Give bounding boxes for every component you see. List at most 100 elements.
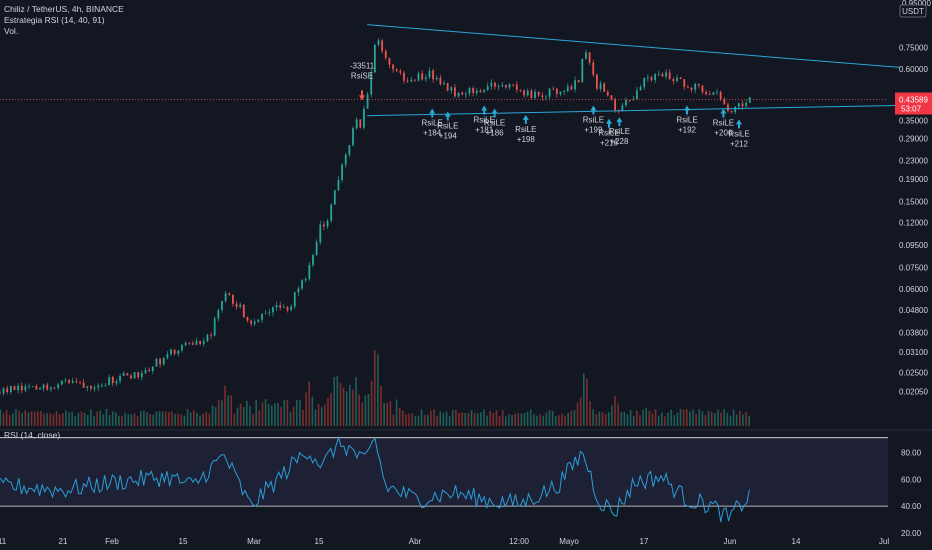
candle [213, 318, 216, 336]
volume-bar [626, 414, 629, 426]
volume-bar [720, 412, 722, 426]
candle [221, 300, 223, 311]
price-tick-label: 0.75000 [899, 44, 928, 53]
price-tick-label: 0.12000 [899, 219, 928, 228]
volume-bar [629, 410, 632, 426]
signal-label: RsiLE [474, 116, 495, 125]
volume-bar [108, 415, 111, 426]
volume-bar [483, 409, 485, 426]
volume-bar [299, 400, 301, 426]
signal-label: +186 [486, 129, 505, 138]
volume-bar [439, 411, 442, 426]
candle [599, 83, 602, 89]
candle [512, 84, 515, 86]
signal-label: RsiSE [351, 71, 373, 80]
candle [439, 77, 442, 85]
volume-bar [174, 414, 176, 426]
time-tick-label: Mar [247, 537, 261, 546]
volume-bar [52, 414, 55, 426]
volume-bar [373, 350, 376, 426]
volume-bar [455, 409, 457, 426]
volume-bar [548, 410, 551, 426]
volume-bar [445, 411, 448, 426]
volume-bar [327, 397, 329, 426]
candle [625, 100, 627, 106]
volume-bar [280, 406, 282, 426]
volume-bar [133, 413, 136, 426]
candle [534, 91, 536, 98]
candle [111, 377, 114, 384]
volume-bar [155, 411, 158, 426]
candle [239, 304, 242, 308]
candle [363, 108, 365, 128]
signal-label: +194 [439, 132, 458, 141]
candle [253, 321, 256, 324]
candle [202, 341, 205, 344]
volume-bar [233, 413, 236, 426]
volume-bar [701, 411, 704, 426]
volume-bar [33, 412, 36, 426]
signal-arrow-long [522, 114, 529, 124]
volume-bar [386, 402, 389, 426]
candle [435, 77, 438, 80]
signal-label: RsiLE [422, 119, 443, 128]
volume-bar [492, 412, 495, 426]
volume-bar [71, 411, 73, 426]
candle [151, 366, 154, 372]
candle [486, 86, 489, 91]
candle [6, 388, 9, 393]
volume-bar [345, 391, 348, 426]
candle [654, 74, 657, 81]
volume-bar [189, 412, 192, 426]
volume-bar [707, 411, 710, 426]
candle [566, 86, 569, 92]
volume-bar [623, 411, 626, 426]
volume-bar [277, 402, 279, 426]
volume-bar [121, 415, 123, 426]
candle [304, 279, 307, 281]
price-tick-label: 0.60000 [899, 65, 928, 74]
signal-label: RsiLE [676, 116, 697, 125]
candle [745, 102, 748, 107]
volume-bar [18, 410, 20, 426]
candle [224, 293, 227, 301]
volume-bar [501, 410, 504, 426]
signal-label: RsiLE [609, 127, 630, 136]
rsi-tick-label: 80.00 [901, 448, 922, 457]
volume-bar [558, 415, 560, 426]
volume-bar [589, 400, 591, 426]
candle [679, 77, 682, 80]
volume-bar [342, 387, 345, 426]
candle [523, 90, 525, 96]
volume-bar [654, 409, 657, 426]
candle [694, 83, 697, 90]
volume-bar [433, 409, 435, 426]
volume-bar [430, 410, 432, 426]
candle [9, 386, 12, 393]
signal-label: RsiLE [583, 116, 604, 125]
candle [526, 90, 529, 96]
volume-bar [657, 415, 660, 426]
volume-bar [489, 411, 491, 426]
candle [28, 386, 30, 387]
volume-bar [308, 381, 311, 426]
candle [282, 306, 285, 308]
volume-bar [436, 415, 438, 426]
time-tick-label: Abr [409, 537, 422, 546]
candle [497, 86, 500, 87]
volume-bar [127, 414, 130, 426]
candle [242, 304, 245, 318]
volume-bar [673, 415, 676, 426]
volume-bar [464, 412, 467, 426]
volume-bar [632, 416, 635, 426]
volume-bar [458, 412, 460, 426]
volume-bar [554, 416, 557, 426]
candle [464, 93, 467, 95]
candle [690, 87, 693, 90]
volume-bar [77, 413, 80, 426]
candle [35, 386, 38, 390]
volume-bar [65, 410, 67, 426]
volume-bar [511, 414, 513, 426]
time-tick-label: 15 [315, 537, 324, 546]
candle [614, 99, 616, 111]
